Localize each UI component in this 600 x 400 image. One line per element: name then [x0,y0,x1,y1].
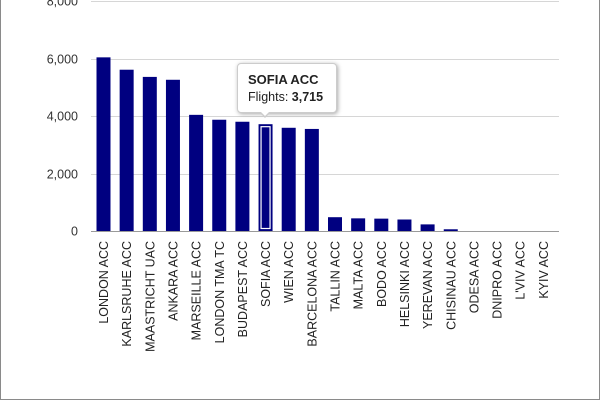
x-tick-label: MALTA ACC [352,241,366,309]
x-tick-label: MARSEILLE ACC [190,241,204,340]
x-tick-label: YEREVAN ACC [421,241,435,329]
tooltip-pointer [259,111,271,118]
bar[interactable] [328,217,342,231]
bar[interactable] [351,218,366,231]
y-tick-label: 2,000 [47,168,78,182]
bar[interactable] [258,124,273,231]
x-tick-label: BARCELONA ACC [305,241,319,347]
bars [96,57,458,232]
tooltip-label: Flights: [248,90,292,104]
tooltip-body: Flights: 3,715 [248,88,336,106]
tooltip-value: 3,715 [291,90,324,104]
bar[interactable] [165,79,180,232]
y-tick-label: 0 [71,225,78,239]
y-axis-ticks: 0 2,000 4,000 6,000 8,000 [47,0,78,239]
x-tick-label: ODESA ACC [467,241,481,313]
x-tick-label: LONDON TMA TC [213,241,227,343]
x-tick-label: BODO ACC [375,241,389,307]
x-tick-label: TALLIN ACC [329,241,343,312]
x-tick-label: SOFIA ACC [259,241,273,307]
gridlines [91,1,559,232]
x-axis-labels: LONDON ACC KARLSRUHE ACC MAASTRICHT UAC ANK… [97,241,551,352]
x-tick-label: ANKARA ACC [166,241,180,321]
x-tick-label: DNIPRO ACC [491,241,505,319]
bar[interactable] [142,76,157,232]
x-tick-label: CHISINAU ACC [444,241,458,330]
x-tick-label: MAASTRICHT UAC [143,241,157,352]
tooltip-title: SOFIA ACC [248,72,319,87]
bar[interactable] [281,127,296,231]
bar[interactable] [397,219,412,232]
bar[interactable] [374,218,389,231]
bar-tooltip: SOFIA ACC Flights: 3,715 [237,63,337,113]
bar-highlight-outline [260,126,271,230]
y-tick-label: 6,000 [47,53,78,67]
bar[interactable] [119,69,134,232]
y-tick-label: 4,000 [47,110,78,124]
bar[interactable] [96,57,111,231]
x-tick-label: LONDON ACC [97,241,111,324]
x-tick-label: WIEN ACC [282,241,296,303]
x-tick-label: KARLSRUHE ACC [120,241,134,347]
bar[interactable] [304,128,319,231]
bar[interactable] [189,114,204,231]
bar[interactable] [212,119,227,231]
x-tick-label: L'VIV ACC [514,241,528,300]
bar[interactable] [420,224,435,231]
y-tick-label: 8,000 [47,0,78,9]
x-tick-label: KYIV ACC [537,241,551,299]
bar[interactable] [235,121,250,231]
bar[interactable] [443,229,458,231]
x-tick-label: BUDAPEST ACC [236,241,250,337]
x-tick-label: HELSINKI ACC [398,241,412,327]
